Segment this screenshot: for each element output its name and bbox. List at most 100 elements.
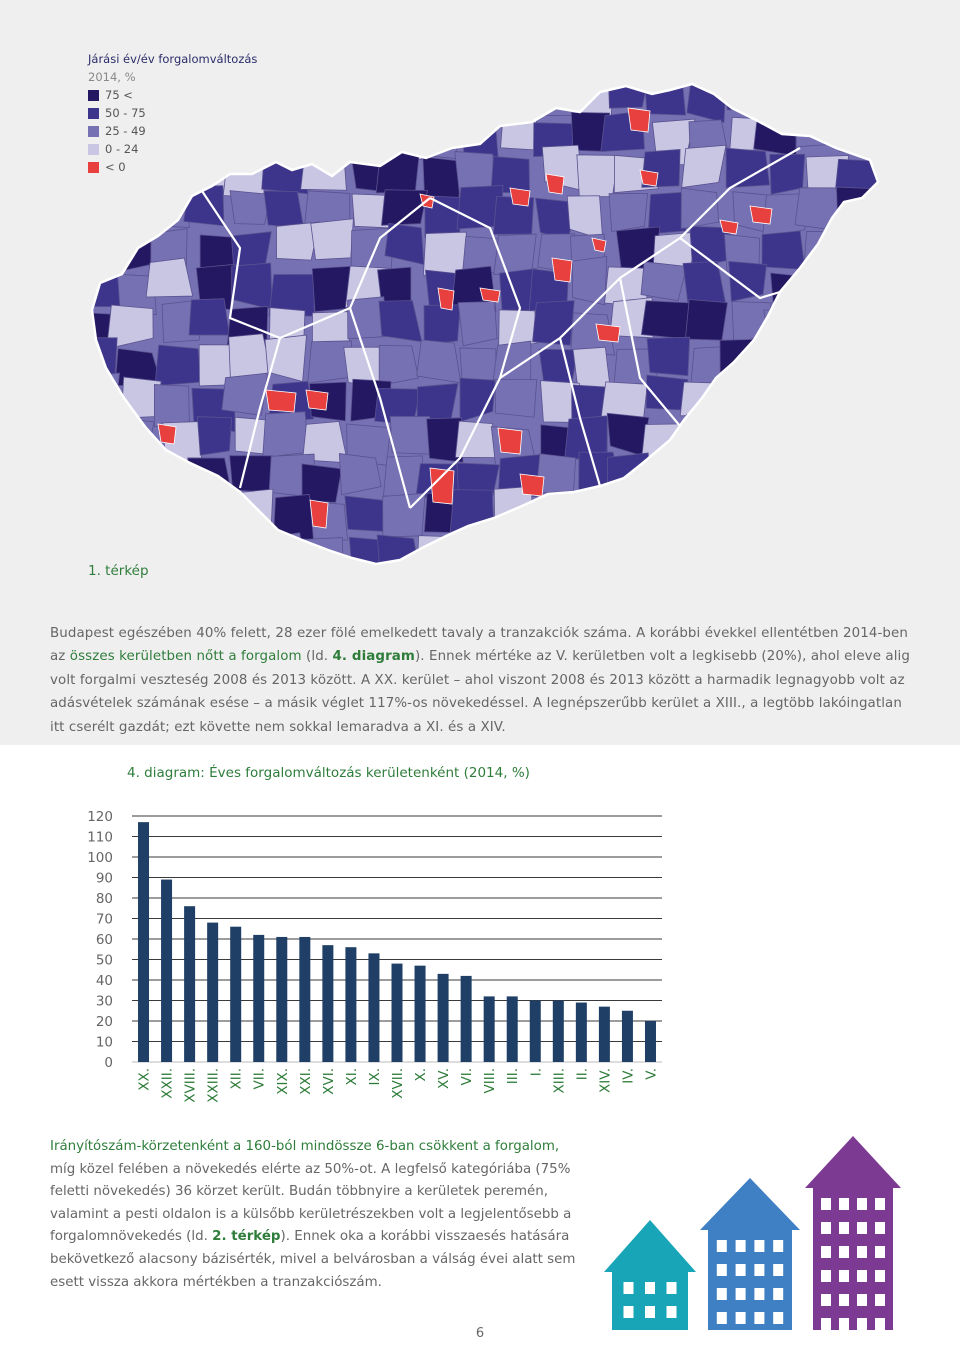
map-district: [757, 84, 802, 128]
map-district: [301, 463, 343, 503]
map-district: [276, 221, 320, 261]
map-district-negative: [509, 187, 531, 207]
house-window: [875, 1270, 885, 1282]
map-district: [572, 256, 608, 306]
country-border: [90, 82, 880, 566]
legend-item: < 0: [88, 158, 257, 176]
house-window: [716, 1264, 727, 1276]
x-tick-label: XX.: [137, 1068, 153, 1091]
map-district: [306, 84, 348, 113]
map-district: [728, 260, 767, 302]
map-district: [530, 535, 577, 564]
legend-item: 0 - 24: [88, 140, 257, 158]
map-district: [145, 257, 194, 298]
legend-items: 75 < 50 - 75 25 - 49 0 - 24 < 0: [88, 86, 257, 176]
house-window: [839, 1270, 849, 1282]
map-caption: 1. térkép: [88, 563, 149, 579]
map-district: [835, 538, 876, 564]
x-tick-label: IX.: [367, 1068, 383, 1086]
legend-item: 25 - 49: [88, 122, 257, 140]
house-window: [716, 1288, 727, 1300]
map-district: [760, 414, 804, 453]
county-border: [409, 377, 501, 509]
legend-label: 25 - 49: [105, 124, 146, 138]
map-district: [765, 345, 812, 390]
map-district: [196, 416, 233, 456]
map-district-negative: [479, 287, 501, 303]
map-district: [190, 495, 235, 543]
map-district: [645, 536, 686, 564]
x-tick-label: XIX.: [275, 1068, 291, 1095]
map-district-negative: [591, 237, 607, 253]
house-window: [839, 1246, 849, 1258]
map-district: [799, 300, 838, 342]
map-district: [414, 84, 453, 117]
bar: [322, 945, 334, 1062]
map-district-negative: [595, 323, 621, 343]
x-tick-label: XIV.: [597, 1068, 613, 1093]
county-border: [199, 187, 281, 340]
map-district: [92, 84, 118, 122]
x-tick-label: XVIII.: [183, 1068, 199, 1103]
map-district-negative: [551, 257, 573, 283]
paragraph-text: míg közel felében a növekedés elérte az …: [50, 1161, 572, 1245]
x-tick-label: XII.: [229, 1068, 245, 1090]
map-district-negative: [639, 169, 659, 187]
map-district: [457, 301, 498, 347]
x-tick-label: II.: [574, 1068, 590, 1080]
map-district: [802, 338, 843, 382]
map-district: [684, 299, 728, 341]
house-window: [735, 1288, 746, 1300]
map-district: [422, 231, 469, 276]
house-window: [839, 1318, 849, 1330]
map-district: [92, 229, 128, 274]
map-district: [842, 264, 878, 304]
bar: [460, 975, 472, 1062]
map-district: [725, 147, 771, 189]
district-bar-chart: 0 10 20 30 40 50 60 70 80 90 100 110 120 XX. XXII. XVII…: [87, 809, 662, 1103]
x-tick-label: XVII.: [390, 1068, 406, 1099]
map-district-negative: [749, 205, 773, 225]
map-district: [656, 458, 695, 500]
map-district: [92, 110, 119, 151]
bar: [207, 922, 219, 1062]
map-district: [841, 460, 878, 503]
map-district: [687, 455, 730, 504]
house-window: [754, 1288, 765, 1300]
bar: [299, 936, 311, 1062]
map-district: [229, 190, 271, 225]
house-window: [875, 1198, 885, 1210]
map-district: [795, 106, 834, 148]
map-district: [807, 451, 845, 495]
x-tick-label: VIII.: [482, 1068, 498, 1093]
legend-item: 75 <: [88, 86, 257, 104]
map-district-negative: [497, 427, 523, 455]
house-window: [754, 1312, 765, 1324]
house-window: [821, 1198, 831, 1210]
legend-swatch: [88, 143, 99, 155]
map-district: [640, 300, 691, 340]
house-window: [666, 1282, 677, 1294]
map-district-negative: [519, 473, 545, 497]
map-district: [342, 84, 389, 119]
house-window: [821, 1318, 831, 1330]
bar: [529, 1000, 541, 1062]
house-blue: [700, 1178, 800, 1330]
map-district: [344, 495, 389, 533]
houses-illustration: [604, 1136, 901, 1330]
map-district-negative: [309, 499, 329, 529]
house-window: [623, 1282, 634, 1294]
house-window: [839, 1198, 849, 1210]
y-tick-label: 100: [87, 850, 113, 866]
paragraph-text: ). Ennek oka a korábbi visszaesés hatásá…: [50, 1229, 576, 1290]
house-window: [875, 1246, 885, 1258]
map-district: [876, 84, 878, 124]
paragraph-text: Budapest egészében 40% felett, 28 ezer f…: [50, 626, 908, 665]
house-window: [821, 1294, 831, 1306]
house-window: [875, 1318, 885, 1330]
map-district: [106, 191, 155, 236]
map-district: [225, 528, 270, 562]
map-district: [719, 338, 764, 385]
map-district: [644, 84, 687, 116]
map-district: [640, 261, 688, 302]
